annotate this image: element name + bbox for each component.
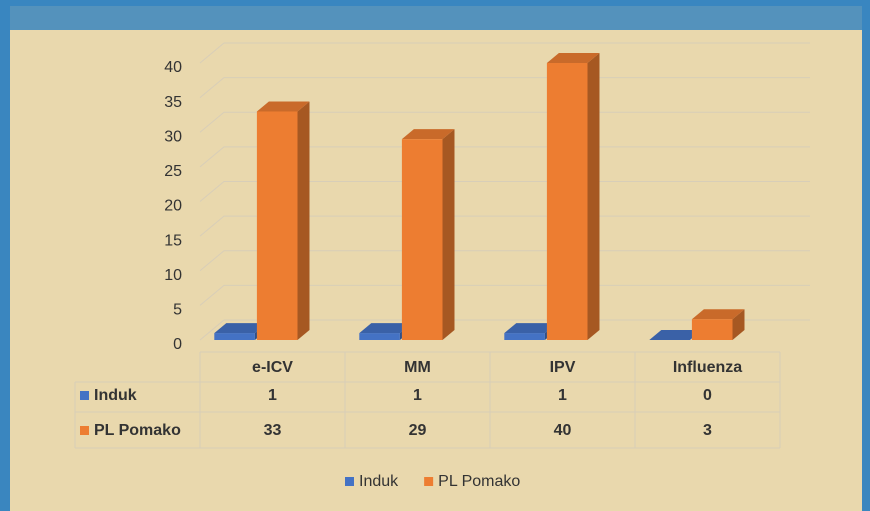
grid-line — [199, 319, 810, 341]
legend-label: Induk — [359, 473, 399, 490]
grid-line — [199, 42, 810, 64]
y-tick-label: 20 — [164, 198, 182, 215]
x-tick-label: MM — [404, 359, 431, 376]
bar-top — [691, 309, 745, 320]
table-value: 29 — [409, 422, 427, 439]
bar-side — [732, 309, 745, 340]
grid-line — [199, 181, 810, 202]
grid-line — [199, 215, 810, 237]
bar-side — [297, 101, 310, 340]
grid-line — [199, 146, 810, 168]
table-series-name: PL Pomako — [94, 422, 181, 439]
legend-key — [424, 477, 434, 486]
table-value: 1 — [268, 387, 277, 404]
x-tick-label: IPV — [550, 359, 576, 376]
table-value: 40 — [554, 422, 572, 439]
y-tick-label: 10 — [164, 267, 182, 284]
y-tick-label: 5 — [173, 302, 182, 319]
y-tick-label: 0 — [173, 336, 182, 353]
table-series-name: Induk — [94, 387, 137, 404]
grid-line — [199, 250, 810, 272]
bar-top — [504, 323, 557, 334]
grid-line — [199, 77, 810, 99]
bar — [691, 319, 733, 340]
bar — [504, 333, 545, 340]
bar-top — [649, 330, 702, 340]
top-band — [0, 0, 870, 30]
table-value: 0 — [703, 387, 712, 404]
bar — [214, 333, 255, 340]
grid-line — [199, 284, 810, 306]
table-value: 3 — [703, 422, 712, 439]
bar-top — [214, 323, 267, 334]
bar-top — [359, 323, 412, 334]
grid-line — [199, 111, 810, 133]
bar — [256, 111, 298, 340]
bar-top — [256, 101, 310, 112]
table-value: 1 — [413, 387, 422, 404]
bar-side — [587, 53, 600, 340]
bar — [546, 63, 588, 340]
bar — [401, 139, 443, 340]
y-tick-label: 25 — [164, 163, 182, 180]
y-tick-label: 30 — [164, 128, 182, 145]
table-value: 1 — [558, 387, 567, 404]
legend-label: PL Pomako — [438, 473, 520, 490]
bar — [359, 333, 400, 340]
bar-top — [546, 53, 600, 63]
bar-side — [442, 129, 455, 340]
y-tick-label: 15 — [164, 232, 182, 249]
bar-top — [401, 129, 455, 140]
table-value: 33 — [264, 422, 282, 439]
y-tick-label: 35 — [164, 94, 182, 111]
table-legend-key — [80, 391, 89, 400]
y-tick-label: 40 — [164, 59, 182, 76]
x-tick-label: Influenza — [673, 359, 742, 376]
table-legend-key — [80, 426, 89, 435]
legend-key — [345, 477, 354, 486]
x-tick-label: e-ICV — [252, 359, 293, 376]
